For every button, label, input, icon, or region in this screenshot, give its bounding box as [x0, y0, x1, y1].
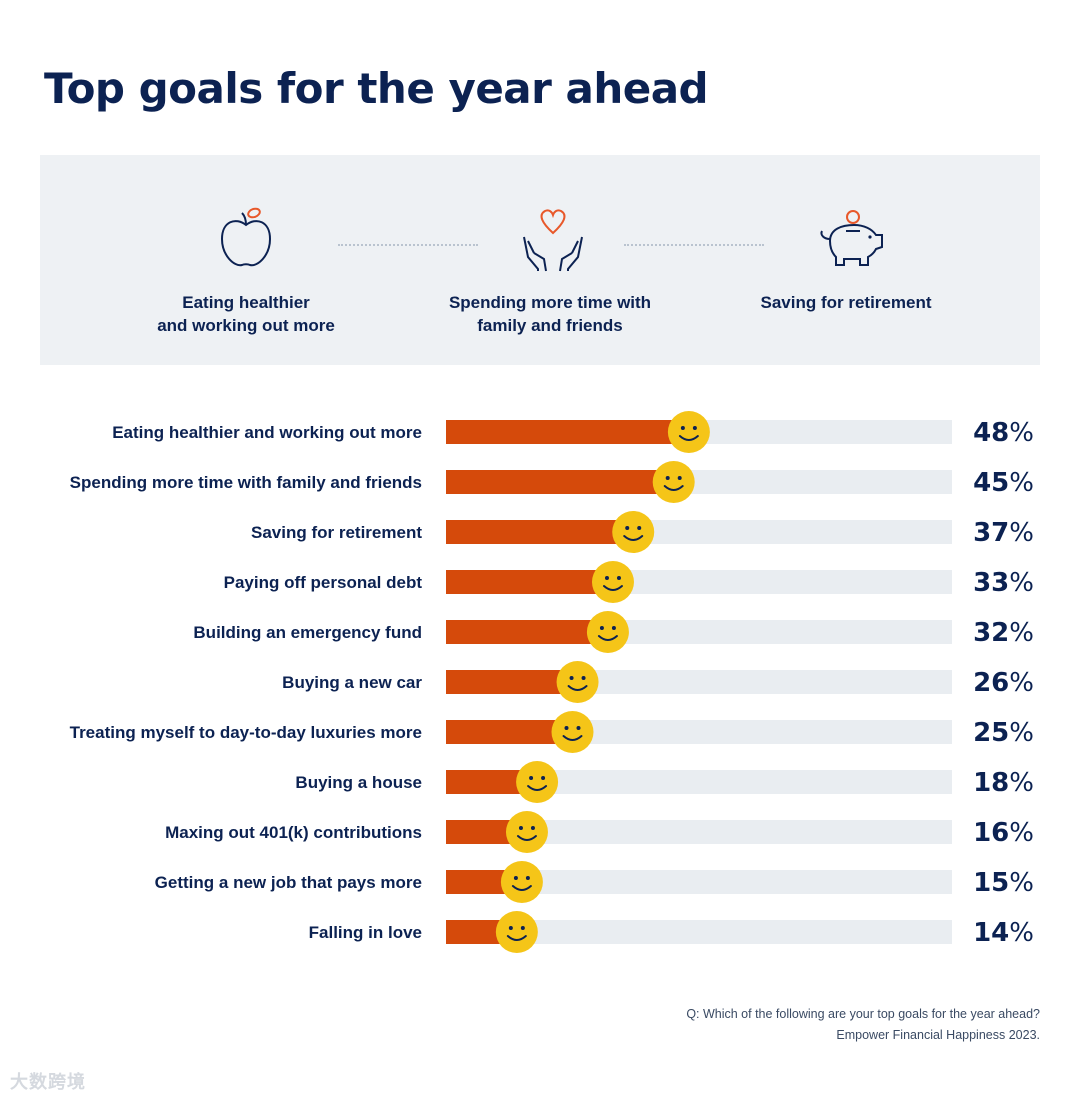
smiley-face-icon [505, 811, 548, 853]
category-label: Getting a new job that pays more [155, 873, 422, 892]
smiley-face-icon [516, 761, 559, 803]
value-label: 18% [973, 768, 1034, 798]
smiley-mouth [562, 735, 583, 741]
bar-chart: Eating healthier and working out more 48%… [70, 411, 1034, 953]
highlight-family-friends: Spending more time with family and frien… [420, 155, 680, 365]
smiley-eye [576, 726, 581, 730]
value-label: 26% [973, 668, 1034, 698]
smiley-eye [680, 426, 685, 430]
survey-question: Q: Which of the following are your top g… [686, 1007, 1040, 1021]
bar [446, 720, 573, 744]
category-label: Falling in love [309, 923, 422, 942]
smiley-face-icon [586, 611, 629, 653]
smiley-face-icon [500, 861, 543, 903]
smiley-eye [616, 576, 621, 580]
highlight-eating-healthier: Eating healthier and working out more [116, 155, 376, 365]
value-label: 16% [973, 818, 1034, 848]
dotted-connector [624, 244, 764, 246]
bar [446, 470, 674, 494]
smiley-eye [564, 726, 569, 730]
dotted-connector [338, 244, 478, 246]
top-goals-panel: Eating healthier and working out more Sp… [40, 155, 1040, 365]
value-label: 37% [973, 518, 1034, 548]
highlight-saving-retirement: Saving for retirement [716, 155, 976, 365]
category-label: Spending more time with family and frien… [70, 473, 422, 492]
smiley-eye [530, 826, 535, 830]
smiley-eye [513, 876, 518, 880]
smiley-eye [525, 876, 530, 880]
smiley-eye [611, 626, 616, 630]
bar [446, 570, 613, 594]
value-label: 32% [973, 618, 1034, 648]
smiley-mouth [511, 885, 532, 891]
value-label: 15% [973, 868, 1034, 898]
smiley-eye [637, 526, 642, 530]
highlight-label: Eating healthier and working out more [157, 293, 335, 335]
watermark: 大数跨境 [10, 1072, 86, 1092]
bar [446, 520, 634, 544]
value-label: 33% [973, 568, 1034, 598]
footer: Q: Which of the following are your top g… [686, 1004, 1040, 1046]
smiley-eye [692, 426, 697, 430]
smiley-mouth [663, 485, 684, 491]
category-label: Saving for retirement [251, 523, 422, 542]
smiley-mouth [623, 535, 644, 541]
smiley-face-icon [591, 561, 634, 603]
smiley-eye [541, 776, 546, 780]
bar [446, 420, 689, 444]
smiley-face-icon [667, 411, 710, 453]
category-label: Buying a new car [282, 673, 422, 692]
smiley-mouth [678, 435, 699, 441]
page-title: Top goals for the year ahead [44, 64, 709, 113]
smiley-eye [529, 776, 534, 780]
value-label: 45% [973, 468, 1034, 498]
highlight-label: Saving for retirement [760, 293, 932, 312]
smiley-mouth [516, 835, 537, 841]
category-label: Paying off personal debt [224, 573, 423, 592]
value-label: 25% [973, 718, 1034, 748]
bar [446, 620, 608, 644]
value-label: 48% [973, 418, 1034, 448]
smiley-eye [604, 576, 609, 580]
piggy-bank-icon [820, 210, 883, 266]
value-label: 14% [973, 918, 1034, 948]
smiley-face-icon [556, 661, 599, 703]
smiley-eye [569, 676, 574, 680]
category-label: Building an emergency fund [193, 623, 422, 642]
smiley-eye [665, 476, 670, 480]
smiley-mouth [597, 635, 618, 641]
smiley-eye [508, 926, 513, 930]
heart-hands-icon [523, 209, 583, 272]
smiley-face-icon [652, 461, 695, 503]
smiley-eye [625, 526, 630, 530]
smiley-face-icon [551, 711, 594, 753]
smiley-mouth [527, 785, 548, 791]
category-label: Treating myself to day-to-day luxuries m… [70, 723, 422, 742]
highlight-label: Spending more time with family and frien… [448, 293, 652, 335]
smiley-mouth [602, 585, 623, 591]
category-label: Maxing out 401(k) contributions [165, 823, 422, 842]
smiley-eye [599, 626, 604, 630]
source-note: Empower Financial Happiness 2023. [836, 1028, 1040, 1042]
apple-icon [220, 207, 272, 267]
smiley-eye [581, 676, 586, 680]
category-label: Eating healthier and working out more [112, 423, 422, 442]
smiley-eye [520, 926, 525, 930]
bar [446, 670, 578, 694]
smiley-mouth [506, 935, 527, 941]
smiley-eye [677, 476, 682, 480]
category-label: Buying a house [295, 773, 422, 792]
smiley-mouth [567, 685, 588, 691]
smiley-face-icon [495, 911, 538, 953]
smiley-eye [518, 826, 523, 830]
smiley-face-icon [612, 511, 655, 553]
